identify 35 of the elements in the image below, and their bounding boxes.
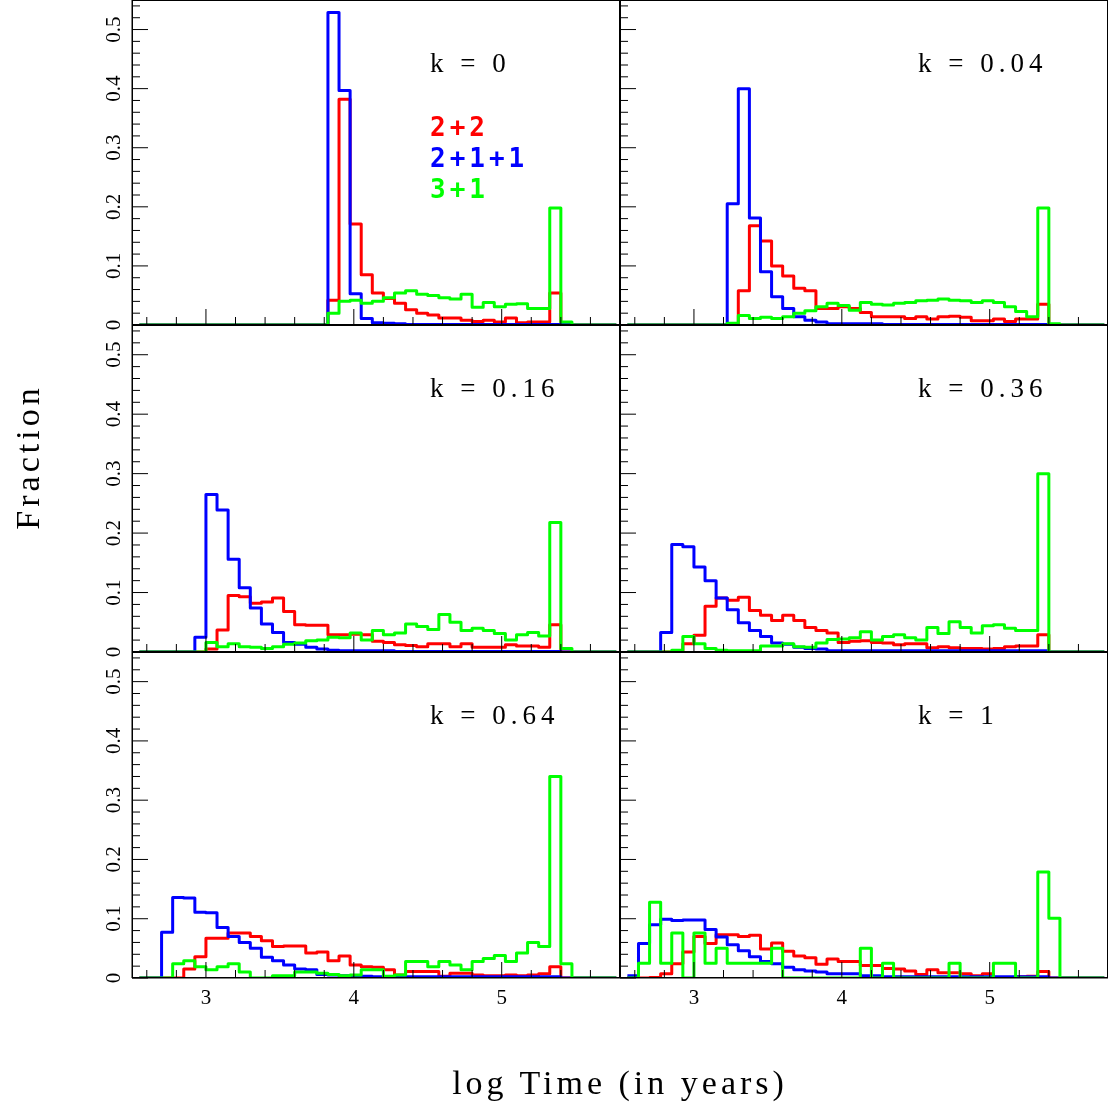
y-tick-label: 0.5 [101, 341, 125, 368]
y-tick-label: 0.4 [101, 75, 125, 102]
text: 2+1+1 [430, 143, 529, 174]
text: k = 1 [918, 700, 999, 730]
y-tick-label: 0.2 [101, 519, 125, 547]
x-tick-label: 5 [984, 985, 995, 1009]
text: 2+2 [430, 112, 490, 143]
text: k = 0.64 [430, 700, 560, 730]
y-tick-label: 0.1 [101, 905, 125, 932]
y-tick-label: 0.1 [101, 252, 125, 280]
x-axis-title: log Time (in years) [452, 1064, 788, 1102]
y-tick-label: 0.2 [101, 193, 125, 220]
x-tick-label: 4 [836, 985, 848, 1009]
y-tick-label: 0.5 [101, 668, 125, 695]
text: k = 0.16 [430, 373, 560, 403]
text: k = 0.36 [918, 373, 1048, 403]
x-tick-label: 5 [496, 985, 507, 1009]
y-tick-label: 0.4 [101, 727, 125, 755]
y-tick-label: 0.4 [101, 400, 125, 428]
y-axis-title: Fraction [9, 384, 47, 530]
y-tick-label: 0.3 [101, 460, 125, 487]
y-tick-label: 0.2 [101, 846, 125, 873]
text: k = 0 [430, 48, 511, 78]
x-tick-label: 3 [200, 985, 212, 1009]
text: k = 0.04 [918, 48, 1048, 78]
x-tick-label: 3 [688, 985, 700, 1009]
y-tick-label: 0.1 [101, 579, 125, 606]
y-tick-label: 0 [101, 972, 125, 984]
y-tick-label: 0 [101, 646, 125, 658]
y-tick-label: 0.3 [101, 787, 125, 814]
y-tick-label: 0 [101, 319, 125, 331]
y-tick-label: 0.3 [101, 134, 125, 161]
text: 3+1 [430, 174, 490, 205]
y-tick-label: 0.5 [101, 16, 125, 43]
x-tick-label: 4 [348, 985, 360, 1009]
